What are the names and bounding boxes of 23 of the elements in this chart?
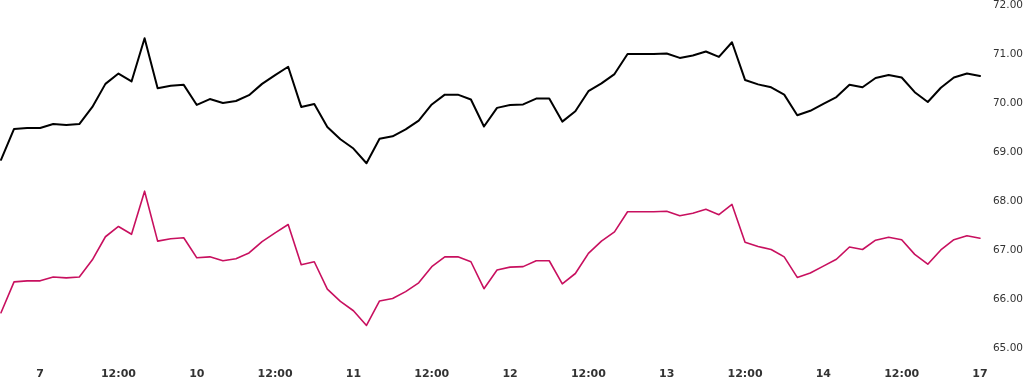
y-tick-label: 67.00 xyxy=(992,242,1023,255)
x-tick-label: 12:00 xyxy=(257,367,293,380)
x-tick-label: 12:00 xyxy=(414,367,450,380)
y-tick-label: 68.00 xyxy=(992,193,1023,206)
x-tick-label: 12:00 xyxy=(570,367,607,380)
y-tick-label: 70.00 xyxy=(992,95,1023,108)
x-tick-label: 12:00 xyxy=(884,367,920,380)
y-tick-label: 72.00 xyxy=(992,0,1023,10)
y-tick-label: 65.00 xyxy=(992,340,1023,353)
x-tick-label: 12 xyxy=(502,367,518,380)
x-tick-label: 12:00 xyxy=(727,367,763,380)
x-tick-label: 13 xyxy=(659,367,675,380)
x-tick-label: 17 xyxy=(972,367,988,380)
y-tick-label: 66.00 xyxy=(992,291,1023,304)
x-tick-label: 10 xyxy=(189,367,205,380)
x-tick-label: 11 xyxy=(345,367,362,380)
x-tick-label: 7 xyxy=(36,367,44,380)
x-tick-label: 14 xyxy=(815,367,832,380)
y-tick-label: 69.00 xyxy=(992,144,1023,157)
y-tick-label: 71.00 xyxy=(992,46,1023,59)
line-series xyxy=(0,190,981,327)
x-tick-label: 12:00 xyxy=(100,367,137,380)
line-series xyxy=(0,37,981,165)
